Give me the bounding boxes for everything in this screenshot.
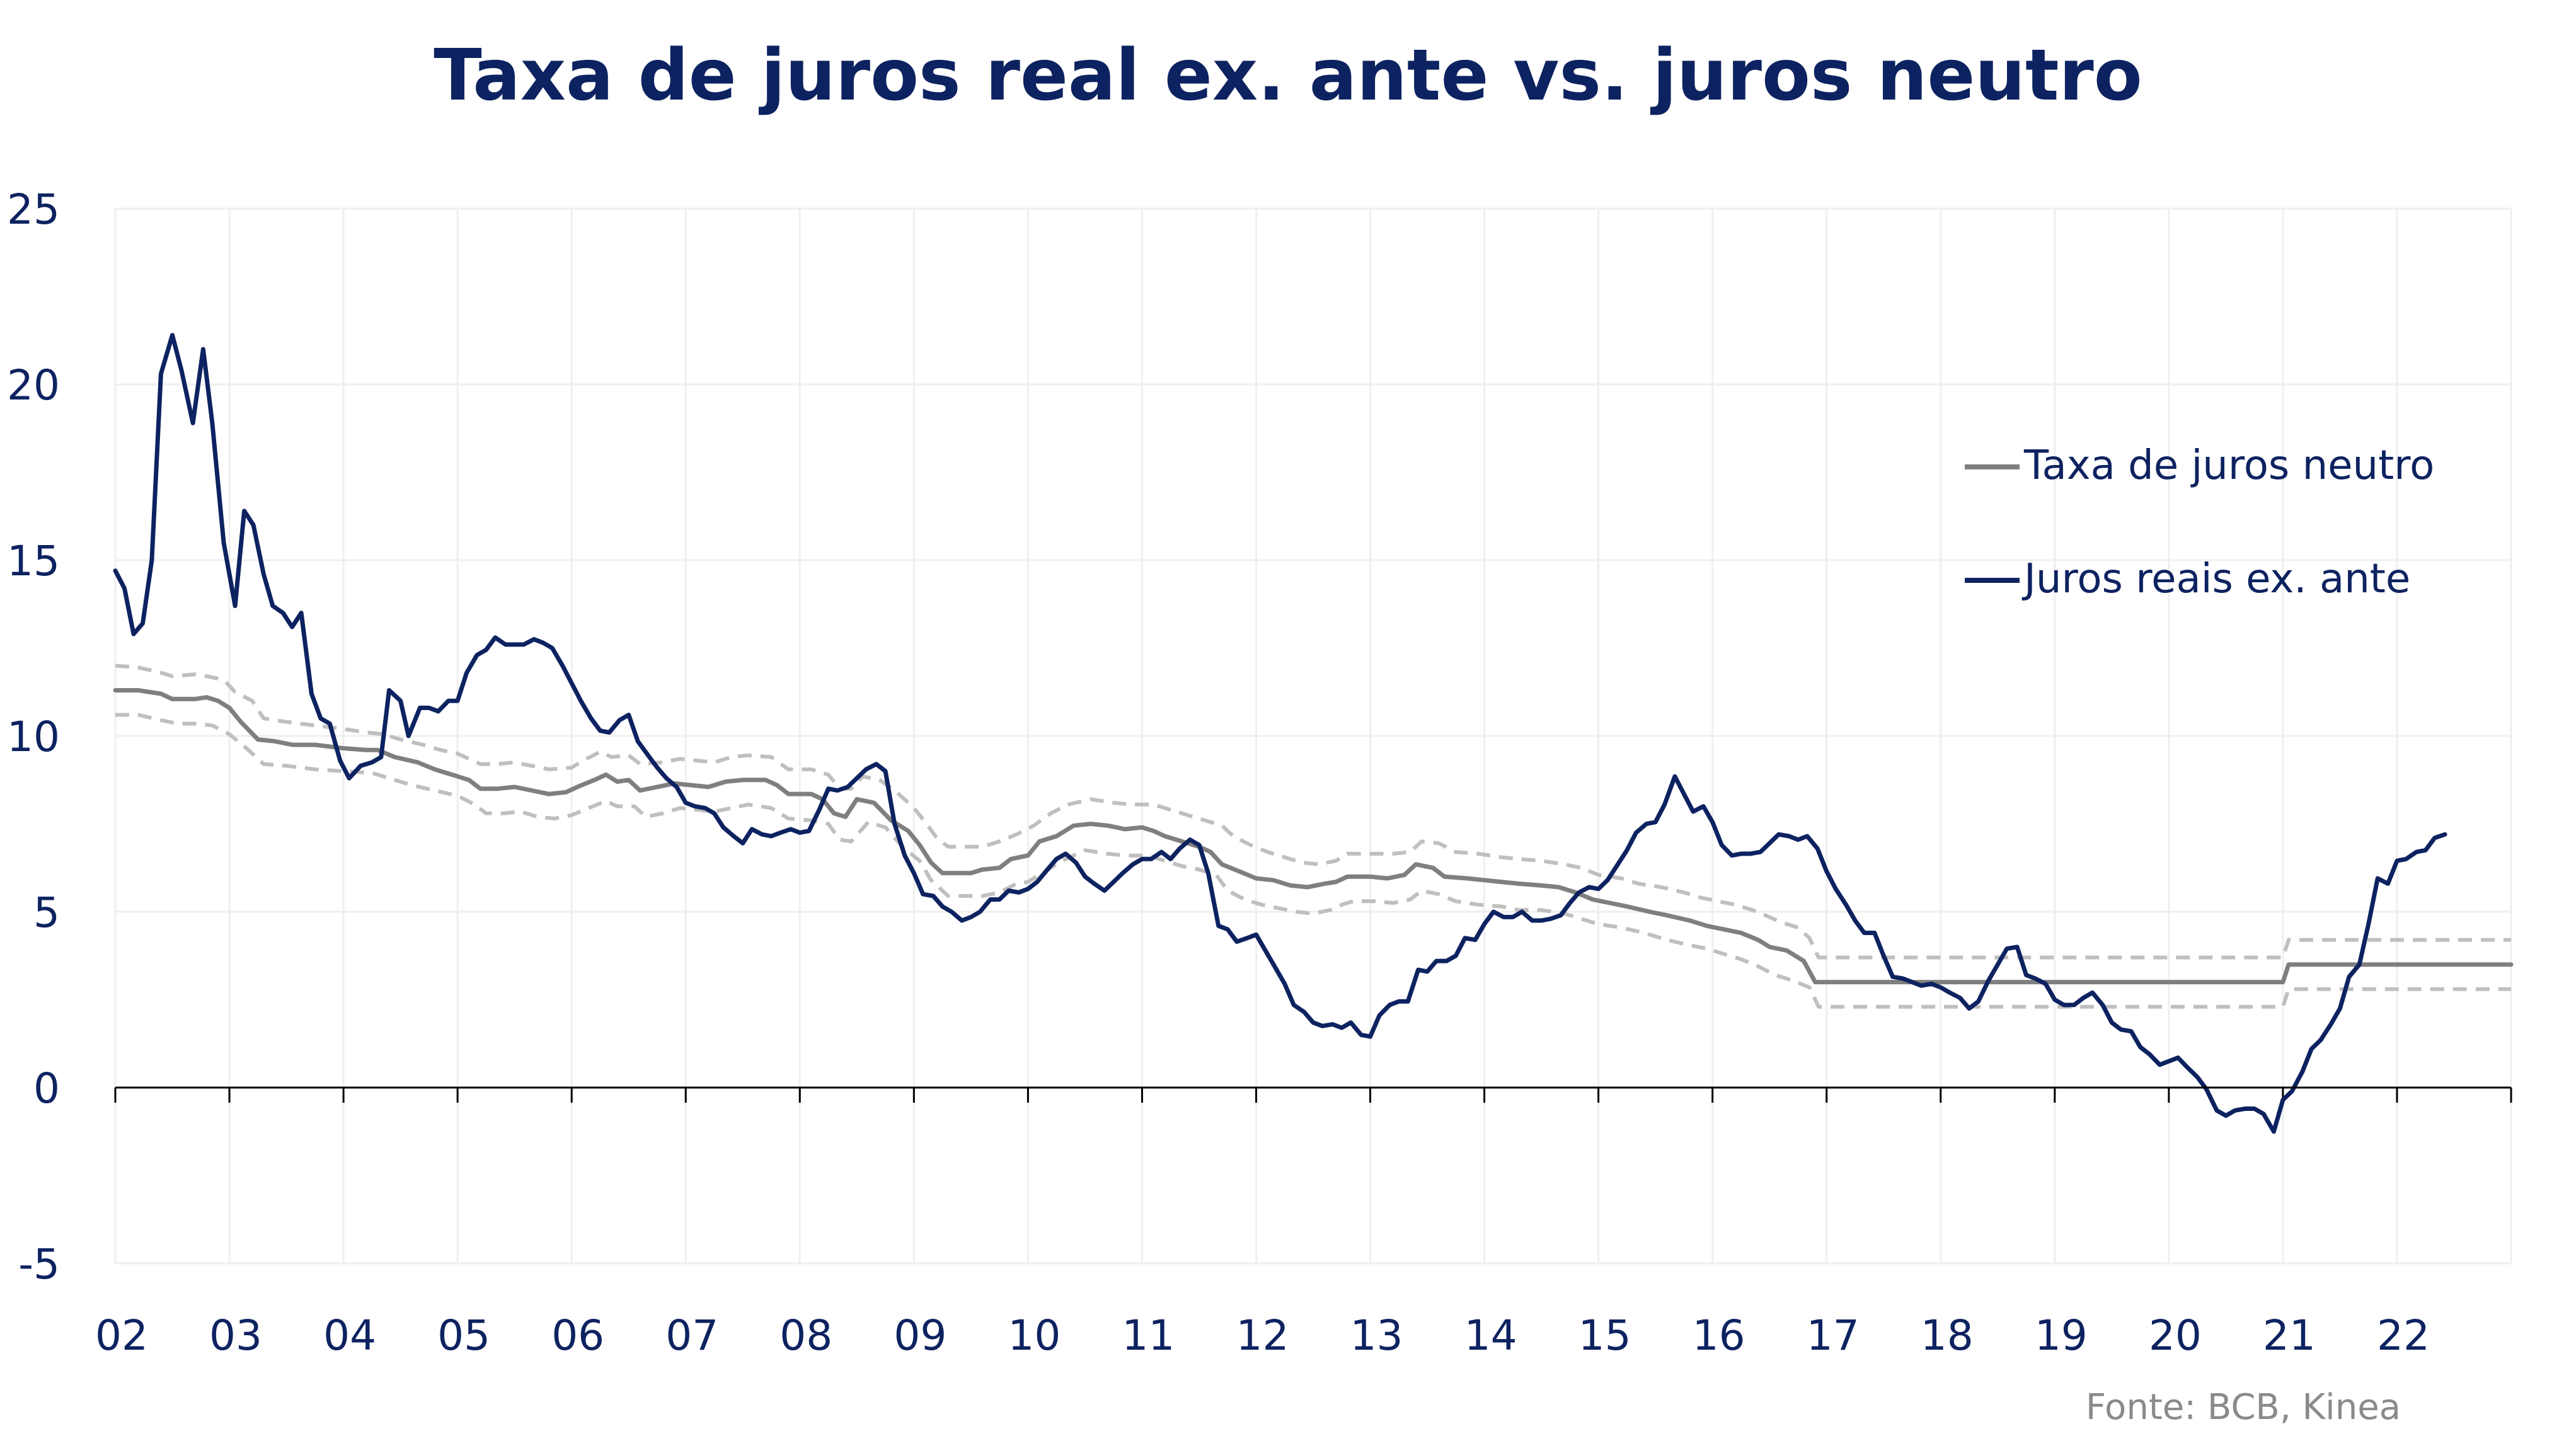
x-tick-label: 19: [2035, 1311, 2088, 1360]
x-axis-ticks: 02 03 04 05 06 07 08 09 10 11 12 13 14 15 16 17 18 19 20 21…: [95, 1088, 2512, 1360]
x-tick-label: 22: [2377, 1311, 2430, 1360]
y-tick-label: 20: [7, 361, 60, 410]
y-tick-label: 10: [7, 713, 60, 761]
series-neutro-lower-band: [115, 713, 2511, 1009]
x-tick-label: 12: [1236, 1311, 1289, 1360]
x-tick-label: 10: [1008, 1311, 1061, 1360]
x-tick-label: 20: [2149, 1311, 2202, 1360]
x-tick-label: 04: [323, 1311, 376, 1360]
x-tick-label: 17: [1807, 1311, 1860, 1360]
series-taxa-de-juros-neutro: [113, 688, 2514, 985]
x-tick-label: 14: [1464, 1311, 1517, 1360]
y-tick-label: 5: [33, 888, 60, 937]
series-juros-reais-ex-ante: [113, 333, 2447, 1134]
x-tick-label: 18: [1921, 1311, 1974, 1360]
x-tick-label: 03: [209, 1311, 262, 1360]
x-tick-label: 02: [95, 1311, 148, 1360]
x-tick-label: 06: [551, 1311, 604, 1360]
source-note: Fonte: BCB, Kinea: [2086, 1387, 2401, 1428]
x-tick-label: 09: [894, 1311, 946, 1360]
legend: Taxa de juros neutro Juros reais ex. ant…: [1965, 442, 2434, 602]
series-neutro-upper-band: [115, 664, 2511, 960]
y-axis-ticks: -5 0 5 10 15 20 25: [7, 185, 60, 1289]
x-tick-label: 15: [1578, 1311, 1631, 1360]
x-tick-label: 21: [2263, 1311, 2316, 1360]
x-tick-label: 07: [665, 1311, 718, 1360]
legend-label-neutro: Taxa de juros neutro: [2023, 442, 2434, 489]
y-tick-label: 0: [33, 1064, 60, 1113]
x-tick-label: 13: [1350, 1311, 1403, 1360]
series-lines: [113, 333, 2514, 1134]
y-tick-label: -5: [18, 1240, 60, 1289]
x-tick-label: 16: [1693, 1311, 1745, 1360]
y-tick-label: 25: [7, 185, 60, 234]
x-tick-label: 11: [1122, 1311, 1175, 1360]
y-tick-label: 15: [7, 537, 60, 585]
chart-title: Taxa de juros real ex. ante vs. juros ne…: [434, 35, 2142, 117]
x-tick-label: 05: [437, 1311, 490, 1360]
x-tick-label: 08: [779, 1311, 832, 1360]
legend-label-reais: Juros reais ex. ante: [2021, 556, 2410, 602]
